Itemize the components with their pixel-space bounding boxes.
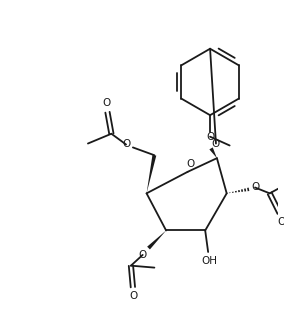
Text: O: O — [186, 159, 195, 169]
Text: O: O — [103, 98, 111, 109]
Text: O: O — [212, 138, 220, 149]
Text: O: O — [206, 132, 214, 142]
Text: O: O — [277, 217, 284, 227]
Text: OH: OH — [201, 256, 217, 266]
Polygon shape — [147, 230, 166, 250]
Text: O: O — [130, 291, 138, 301]
Polygon shape — [209, 147, 217, 158]
Text: O: O — [139, 250, 147, 260]
Text: O: O — [251, 182, 259, 193]
Text: O: O — [122, 139, 130, 150]
Polygon shape — [147, 155, 156, 193]
